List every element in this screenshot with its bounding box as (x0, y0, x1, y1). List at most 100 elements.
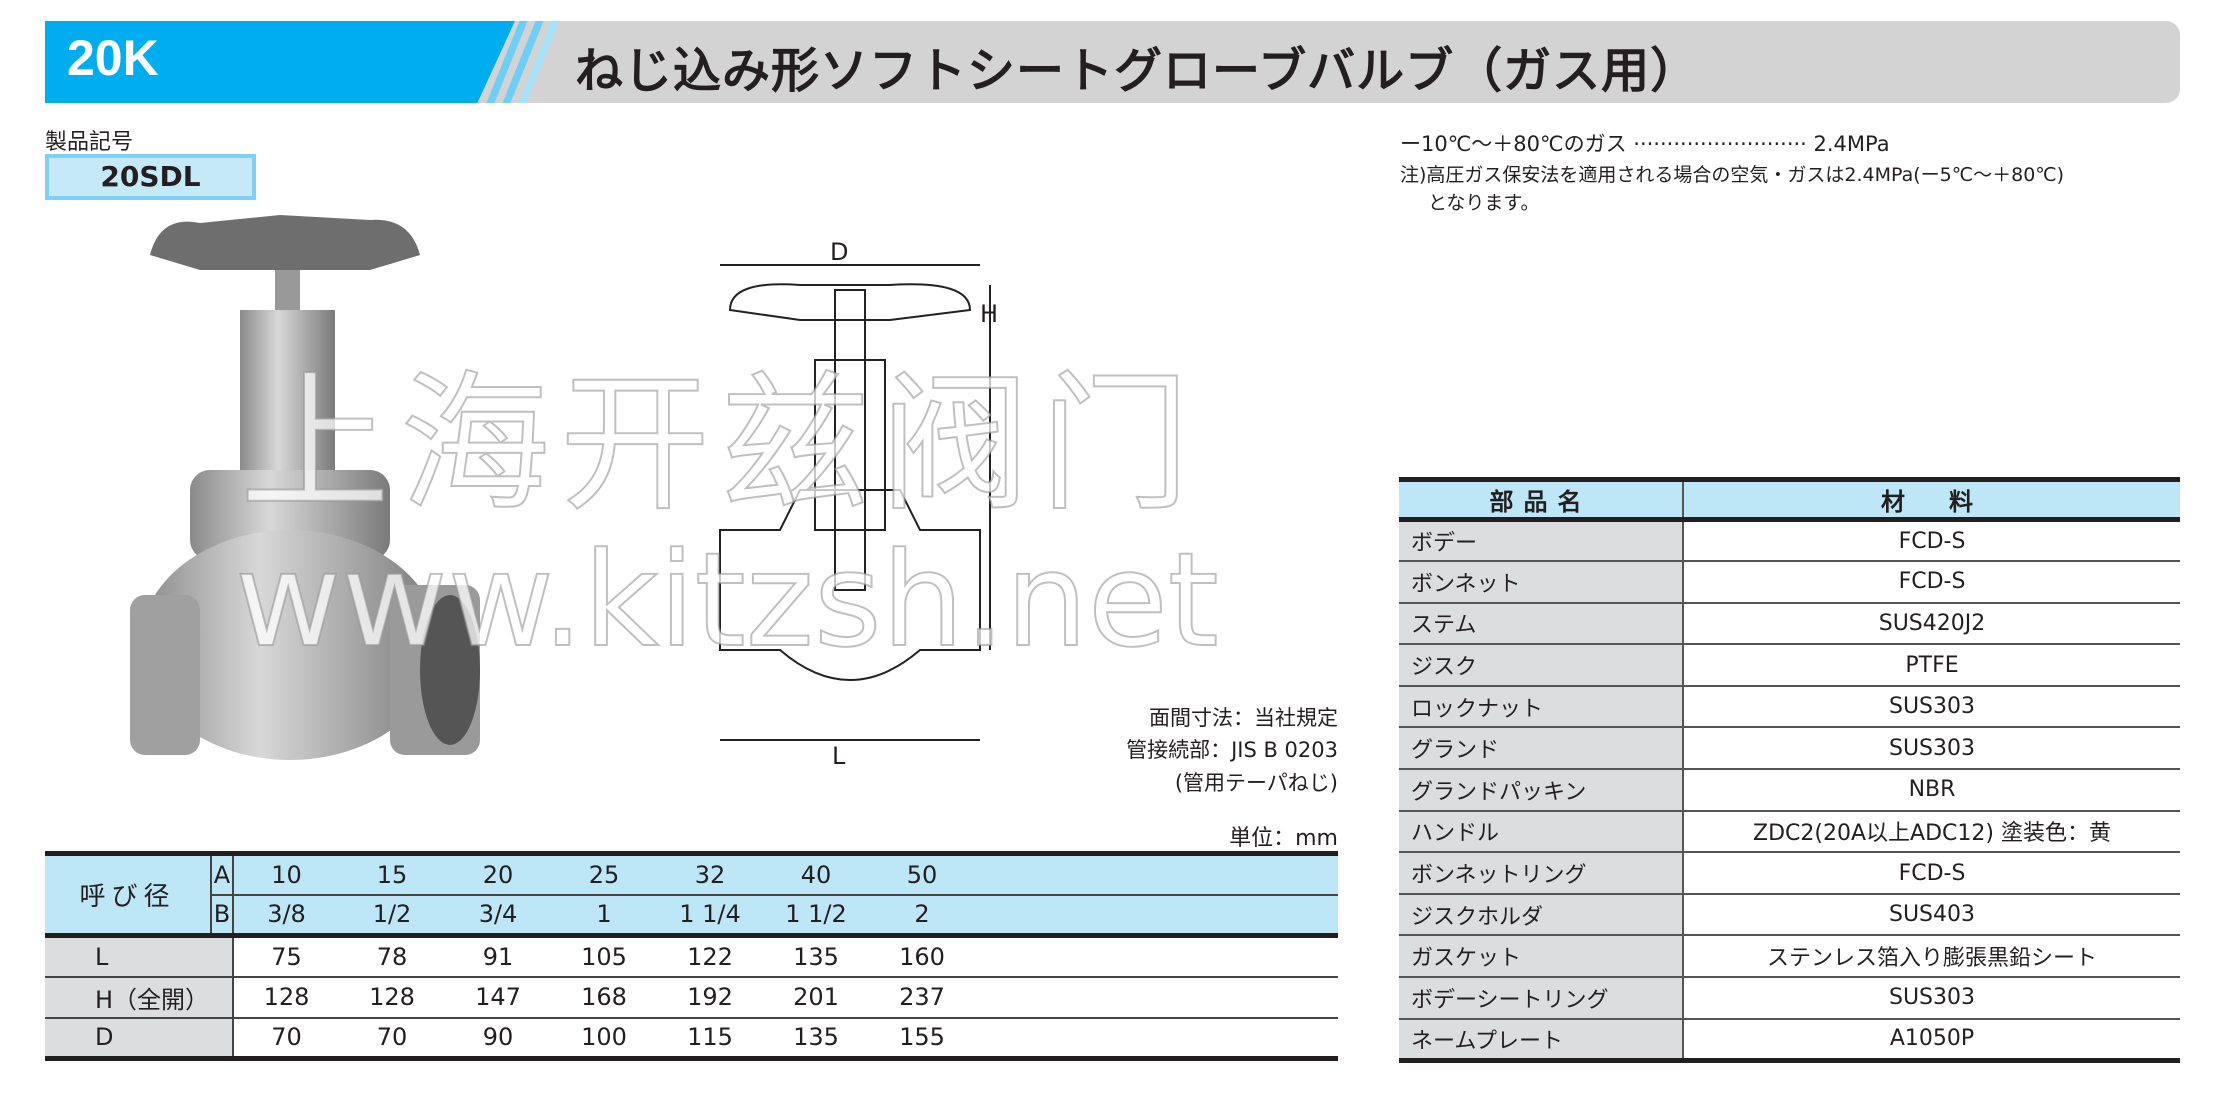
label-d: D (830, 238, 849, 266)
dimension-value: 90 (445, 1017, 551, 1060)
table-row: D 70 70 90 100 115 135 155 (45, 1017, 1338, 1060)
dimension-value: 135 (763, 1017, 869, 1060)
part-name: ボンネット (1399, 561, 1684, 604)
table-row: ガスケット ステンレス箔入り膨張黒鉛シート (1399, 935, 2180, 979)
title-banner: 20K ねじ込み形ソフトシートグローブバルブ（ガス用） (45, 21, 2180, 103)
size-a: 40 (763, 853, 869, 896)
handwheel (150, 215, 420, 270)
valve-body (140, 530, 440, 760)
table-row: B 3/8 1/2 3/4 1 1 1/4 1 1/2 2 (45, 894, 1338, 937)
sectional-drawing (719, 264, 991, 741)
size-b: 1 1/4 (657, 894, 763, 937)
dimension-value: 155 (869, 1017, 975, 1060)
size-b: 3/4 (445, 894, 551, 937)
part-name: ボデーシートリング (1399, 977, 1684, 1020)
dimension-value: 168 (551, 976, 657, 1019)
table-row: ボンネットリング FCD-S (1399, 852, 2180, 895)
page-title: ねじ込み形ソフトシートグローブバルブ（ガス用） (575, 43, 1700, 99)
part-material: SUS303 (1683, 977, 2180, 1020)
part-name: グランド (1399, 727, 1684, 771)
pressure-spec: ー10℃～＋80℃のガス ·························· … (1400, 132, 1890, 156)
size-a: 10 (233, 853, 339, 896)
dimension-label: L (45, 935, 234, 978)
spec-note-cont: となります。 (1428, 192, 1540, 214)
spacer (975, 976, 1338, 1019)
dimension-value: 192 (657, 976, 763, 1019)
grade-band (45, 21, 515, 103)
dimension-value: 122 (657, 935, 763, 978)
dimension-value: 135 (763, 935, 869, 978)
part-name: ネームプレート (1399, 1018, 1684, 1062)
thread-note: (管用テーパねじ) (1174, 771, 1338, 795)
label-h: H (980, 300, 999, 328)
table-header-row: 部品名 材 料 (1399, 479, 2180, 522)
stem (275, 270, 300, 315)
dimension-value: 70 (339, 1017, 445, 1060)
product-code: 20SDL (45, 154, 256, 200)
dimension-value: 75 (233, 935, 339, 978)
port-opening (420, 595, 480, 745)
table-row: ボデー FCD-S (1399, 519, 2180, 563)
dimension-value: 160 (869, 935, 975, 978)
part-material: FCD-S (1683, 561, 2180, 604)
table-row: ボデーシートリング SUS303 (1399, 977, 2180, 1020)
label-l: L (832, 742, 846, 770)
spec-note: 注)高圧ガス保安法を適用される場合の空気・ガスは2.4MPa(ー5℃～＋80℃) (1400, 164, 2065, 186)
spacer (975, 1017, 1338, 1060)
part-name: ハンドル (1399, 810, 1684, 854)
table-row: ジスクホルダ SUS403 (1399, 893, 2180, 937)
size-b: 1 1/2 (763, 894, 869, 937)
part-name: ジスクホルダ (1399, 893, 1684, 937)
table-row: ステム SUS420J2 (1399, 602, 2180, 646)
size-a: 25 (551, 853, 657, 896)
part-material: ZDC2(20A以上ADC12) 塗装色：黄 (1683, 810, 2180, 854)
part-material: SUS403 (1683, 893, 2180, 937)
part-name: ボデー (1399, 519, 1684, 563)
parts-material-table: 部品名 材 料 ボデー FCD-S ボンネット FCD-S ステム SUS420J2 ジスク… (1399, 477, 2180, 1063)
part-material: FCD-S (1683, 519, 2180, 563)
table-row: ネームプレート A1050P (1399, 1018, 2180, 1062)
dimension-value: 100 (551, 1017, 657, 1060)
dimension-value: 237 (869, 976, 975, 1019)
size-b: 3/8 (233, 894, 339, 937)
table-row: グランドパッキン NBR (1399, 769, 2180, 812)
table-row: ジスク PTFE (1399, 644, 2180, 687)
table-row: 呼び径 A 10 15 20 25 32 40 50 (45, 853, 1338, 937)
bonnet (240, 310, 335, 480)
size-b: 2 (869, 894, 975, 937)
spacer (975, 935, 1338, 978)
handwheel-outline (728, 283, 972, 321)
row-b-label: B (211, 894, 234, 937)
size-a: 20 (445, 853, 551, 896)
part-material: A1050P (1683, 1018, 2180, 1062)
spacer (975, 853, 1338, 896)
valve-photo (130, 215, 480, 760)
dimension-label: H（全開） (45, 976, 234, 1019)
face-to-face-note: 面間寸法：当社規定 (1149, 706, 1338, 730)
dimension-value: 91 (445, 935, 551, 978)
part-material: NBR (1683, 769, 2180, 812)
part-name: ガスケット (1399, 935, 1684, 979)
part-material: SUS303 (1683, 685, 2180, 729)
size-a: 15 (339, 853, 445, 896)
size-a: 50 (869, 853, 975, 896)
table-row: ボンネット FCD-S (1399, 561, 2180, 604)
connection-note: 管接続部：JIS B 0203 (1126, 738, 1338, 762)
dimension-table: 呼び径 A 10 15 20 25 32 40 50 B 3/8 1/2 3/4… (45, 851, 1338, 1061)
part-name: ジスク (1399, 644, 1684, 687)
size-b: 1 (551, 894, 657, 937)
material-header: 材 料 (1683, 479, 2180, 522)
row-a-label: A (211, 853, 234, 896)
dimension-value: 78 (339, 935, 445, 978)
nominal-size-header: 呼び径 (45, 853, 212, 937)
dimension-value: 128 (339, 976, 445, 1019)
part-name: ステム (1399, 602, 1684, 646)
part-material: PTFE (1683, 644, 2180, 687)
dimension-label: D (45, 1017, 234, 1060)
dimension-value: 128 (233, 976, 339, 1019)
table-row: ロックナット SUS303 (1399, 685, 2180, 729)
dimension-value: 105 (551, 935, 657, 978)
bonnet-outline (814, 359, 886, 531)
dimension-value: 201 (763, 976, 869, 1019)
table-row: グランド SUS303 (1399, 727, 2180, 771)
